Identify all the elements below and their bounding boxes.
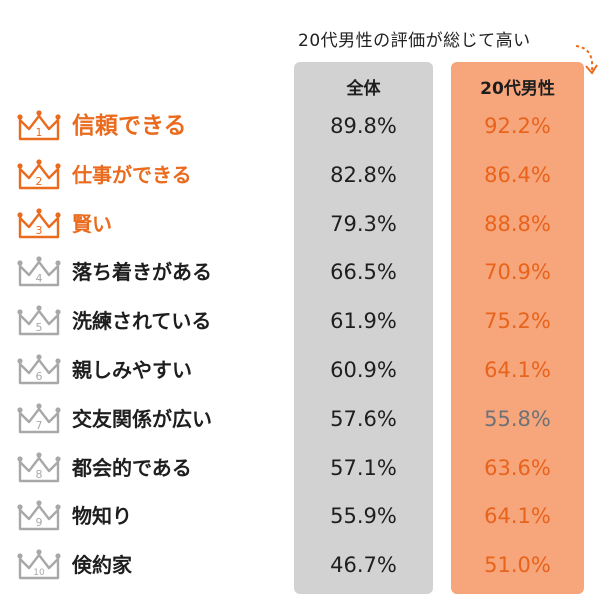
- overall-value: 89.8%: [330, 114, 397, 138]
- item-label: 都会的である: [72, 455, 192, 480]
- item-label: 洗練されている: [72, 309, 212, 334]
- overall-value: 66.5%: [330, 260, 397, 285]
- table-row: 9 物知り 55.9% 64.1%: [0, 492, 615, 540]
- overall-value: 61.9%: [330, 309, 397, 334]
- crown-icon: 3: [17, 207, 61, 238]
- crown-icon: 7: [17, 403, 61, 433]
- rank-number: 6: [36, 370, 43, 383]
- item-label: 仕事ができる: [72, 162, 192, 187]
- table-row: 5 洗練されている 61.9% 75.2%: [0, 297, 615, 345]
- rank-number: 7: [36, 419, 43, 432]
- table-row: 4 落ち着きがある 66.5% 70.9%: [0, 248, 615, 296]
- twenties-column-background: [451, 62, 584, 594]
- rank-number: 9: [36, 516, 43, 529]
- crown-icon: 6: [17, 354, 61, 385]
- twenties-value: 92.2%: [484, 114, 551, 138]
- twenties-value: 86.4%: [484, 162, 551, 187]
- crown-icon: 4: [17, 256, 61, 287]
- twenties-value: 64.1%: [484, 358, 551, 382]
- item-label: 物知り: [72, 504, 132, 529]
- crown-icon: 2: [17, 159, 61, 189]
- crown-icon: 8: [17, 451, 61, 482]
- overall-value: 57.6%: [330, 406, 397, 431]
- rank-number: 10: [33, 568, 45, 578]
- overall-value: 79.3%: [330, 211, 397, 236]
- crown-icon: 10: [17, 549, 61, 580]
- twenties-value: 75.2%: [484, 309, 551, 334]
- twenties-value: 55.8%: [484, 406, 551, 431]
- callout-text: 20代男性の評価が総じて高い: [298, 31, 531, 51]
- twenties-value: 88.8%: [484, 211, 551, 236]
- crown-icon: 5: [17, 305, 61, 336]
- item-label: 落ち着きがある: [72, 260, 212, 285]
- table-row: 10 倹約家 46.7% 51.0%: [0, 541, 615, 589]
- twenties-value: 63.6%: [484, 455, 551, 480]
- twenties-value: 70.9%: [484, 260, 551, 285]
- table-row: 6 親しみやすい 60.9% 64.1%: [0, 346, 615, 394]
- column-header-twenties: 20代男性: [480, 79, 555, 99]
- item-label: 倹約家: [72, 553, 132, 578]
- table-row: 1 信頼できる 89.8% 92.2%: [0, 102, 615, 150]
- twenties-value: 64.1%: [484, 504, 551, 529]
- overall-value: 82.8%: [330, 162, 397, 187]
- crown-icon: 9: [17, 500, 61, 531]
- rank-number: 4: [36, 272, 43, 285]
- rank-number: 2: [36, 175, 43, 188]
- item-label: 交友関係が広い: [72, 406, 212, 431]
- table-row: 3 賢い 79.3% 88.8%: [0, 200, 615, 248]
- item-label: 親しみやすい: [72, 358, 192, 382]
- rank-number: 3: [36, 224, 43, 237]
- table-row: 2 仕事ができる 82.8% 86.4%: [0, 151, 615, 199]
- crown-icon: 1: [17, 110, 61, 141]
- rank-number: 5: [36, 321, 43, 334]
- overall-value: 57.1%: [330, 455, 397, 480]
- twenties-value: 51.0%: [484, 553, 551, 578]
- overall-value: 60.9%: [330, 358, 397, 382]
- overall-value: 46.7%: [330, 553, 397, 578]
- item-label: 信頼できる: [72, 113, 187, 139]
- overall-column-background: [294, 62, 433, 594]
- dashed-arrow-icon: [575, 45, 598, 75]
- rank-number: 1: [36, 126, 43, 139]
- table-row: 8 都会的である 57.1% 63.6%: [0, 444, 615, 492]
- overall-value: 55.9%: [330, 504, 397, 529]
- rank-number: 8: [36, 468, 43, 481]
- table-row: 7 交友関係が広い 57.6% 55.8%: [0, 395, 615, 443]
- item-label: 賢い: [72, 211, 112, 236]
- column-header-overall: 全体: [346, 79, 381, 99]
